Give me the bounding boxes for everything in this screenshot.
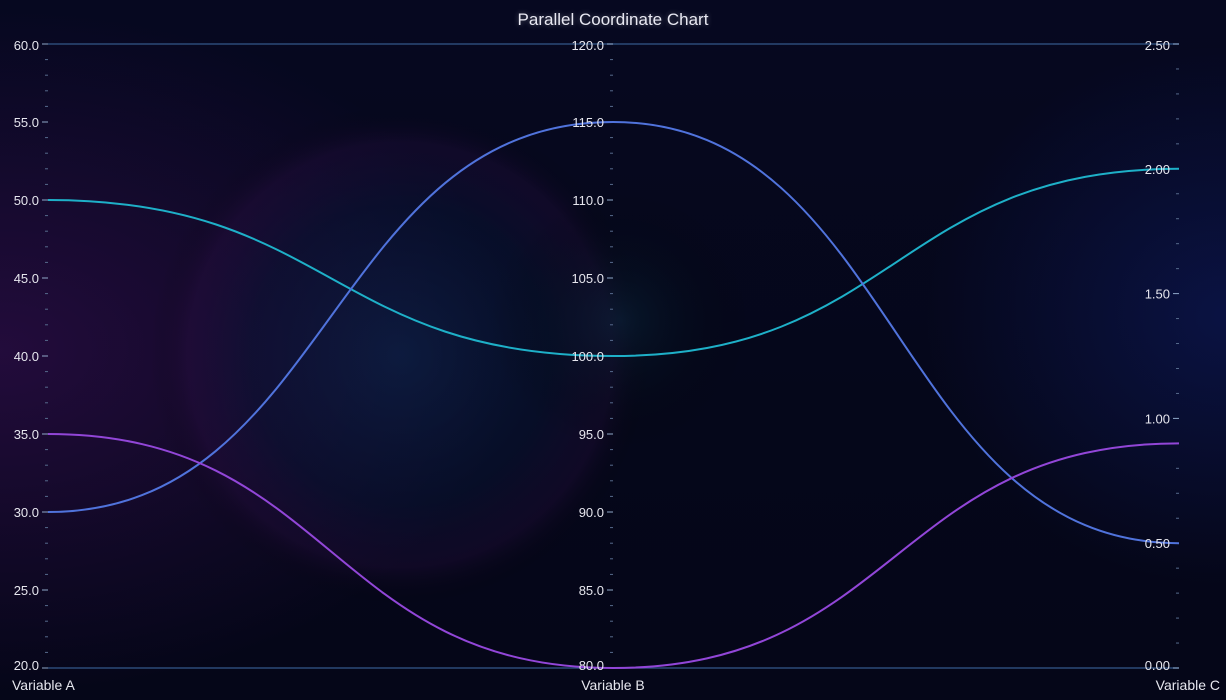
tick-label: 95.0 xyxy=(579,427,604,442)
tick-label: 20.0 xyxy=(14,658,39,673)
tick-label: 110.0 xyxy=(572,193,604,208)
tick-label: 1.50 xyxy=(1145,287,1170,302)
axis-title-2: Variable B xyxy=(581,677,645,693)
tick-label: 25.0 xyxy=(14,583,39,598)
series-line-2 xyxy=(47,120,1180,545)
tick-label: 90.0 xyxy=(579,505,604,520)
tick-label: 80.0 xyxy=(579,658,604,673)
background-decoration xyxy=(150,105,750,605)
series-lines xyxy=(47,120,1180,670)
tick-label: 50.0 xyxy=(14,193,39,208)
series-line-3 xyxy=(47,433,1180,670)
tick-label: 0.00 xyxy=(1145,658,1170,673)
chart-title: Parallel Coordinate Chart xyxy=(517,10,709,29)
tick-label: 100.0 xyxy=(571,349,604,364)
tick-labels: 20.0 25.0 30.0 35.0 40.0 45.0 50.0 55.0 60.0 Vari… xyxy=(12,38,1220,693)
tick-label: 40.0 xyxy=(14,349,39,364)
tick-label: 2.00 xyxy=(1145,162,1170,177)
tick-label: 1.00 xyxy=(1145,411,1170,426)
tick-label: 120.0 xyxy=(571,38,604,53)
tick-label: 45.0 xyxy=(14,271,39,286)
axis-title-1: Variable A xyxy=(12,677,75,693)
tick-label: 85.0 xyxy=(579,583,604,598)
tick-label: 2.50 xyxy=(1145,38,1170,53)
axis-title-3: Variable C xyxy=(1156,677,1220,693)
tick-label: 60.0 xyxy=(14,38,39,53)
series-line-1 xyxy=(47,167,1180,358)
tick-label: 30.0 xyxy=(14,505,39,520)
tick-label: 105.0 xyxy=(571,271,604,286)
tick-label: 55.0 xyxy=(14,115,39,130)
tick-label: 0.50 xyxy=(1145,536,1170,551)
tick-label: 35.0 xyxy=(14,427,39,442)
tick-label: 115.0 xyxy=(572,115,604,130)
